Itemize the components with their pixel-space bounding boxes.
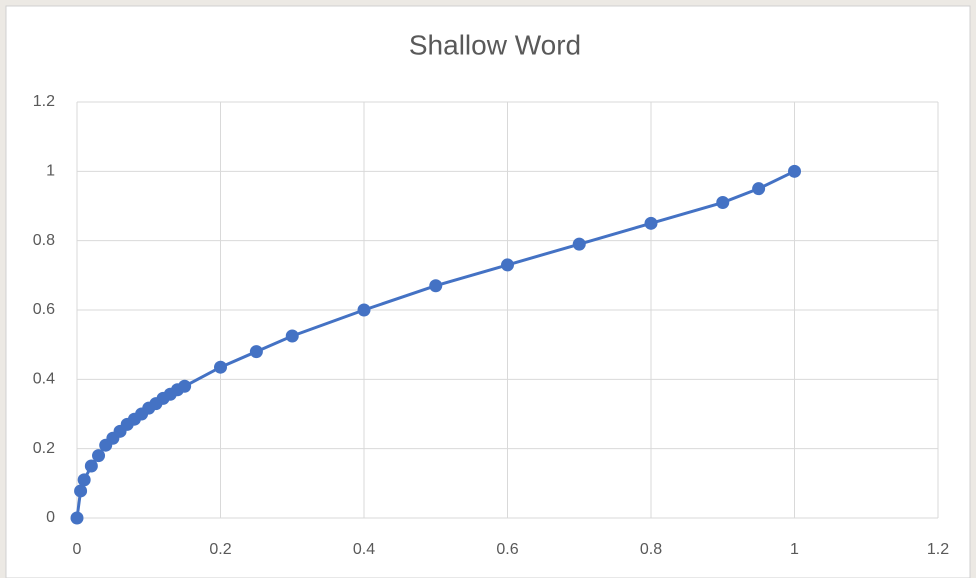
- data-point: [249, 345, 263, 359]
- x-tick-label: 1.2: [927, 541, 949, 558]
- data-point: [752, 182, 766, 196]
- y-tick-label: 0.4: [33, 371, 55, 388]
- x-tick-label: 0.2: [209, 541, 231, 558]
- y-tick-label: 0: [46, 509, 55, 526]
- data-point: [501, 258, 514, 272]
- x-tick-label: 0: [73, 541, 82, 558]
- data-point: [214, 360, 227, 374]
- data-point: [84, 459, 98, 473]
- data-point: [70, 511, 84, 525]
- data-point: [357, 303, 371, 317]
- data-point: [644, 216, 658, 230]
- y-tick-label: 1.2: [33, 93, 55, 110]
- y-tick-label: 0.2: [33, 440, 55, 457]
- y-tick-label: 0.8: [33, 232, 55, 249]
- data-point: [285, 329, 299, 343]
- chart-area: [5, 5, 971, 578]
- x-tick-label: 0.6: [496, 541, 518, 558]
- data-point: [572, 237, 586, 251]
- x-tick-label: 0.4: [353, 541, 375, 558]
- data-point: [77, 473, 91, 487]
- data-point: [429, 279, 443, 293]
- x-tick-label: 0.8: [640, 541, 662, 558]
- x-tick-label: 1: [790, 541, 799, 558]
- data-point: [74, 484, 88, 498]
- y-tick-label: 0.6: [33, 301, 55, 318]
- data-point: [788, 164, 801, 178]
- chart-title: Shallow Word: [409, 29, 581, 60]
- data-point: [92, 449, 106, 463]
- y-tick-label: 1: [46, 163, 55, 180]
- data-point: [716, 196, 730, 210]
- data-point: [178, 379, 192, 393]
